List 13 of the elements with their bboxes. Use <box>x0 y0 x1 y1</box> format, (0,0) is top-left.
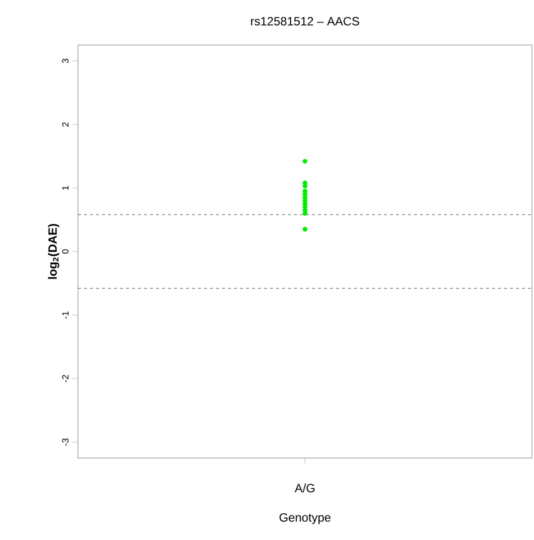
point <box>302 158 308 164</box>
y-axis-title: log$_{2}$(DAE) <box>48 224 60 279</box>
y-tick-label: 3 <box>62 58 68 64</box>
y-tick-label: 0 <box>62 249 68 254</box>
y-tick-label: 2 <box>62 122 68 126</box>
point <box>302 226 308 232</box>
y-tick-label: -2 <box>62 375 68 382</box>
chart-title: rs12581512 – AACS <box>251 16 360 26</box>
y-tick-label: 1 <box>62 186 68 190</box>
y-tick-label: -3 <box>62 438 68 446</box>
x-axis-title: Genotype <box>280 513 330 524</box>
x-tick-label: A/G <box>294 484 314 492</box>
y-tick-label: -1 <box>62 311 68 319</box>
